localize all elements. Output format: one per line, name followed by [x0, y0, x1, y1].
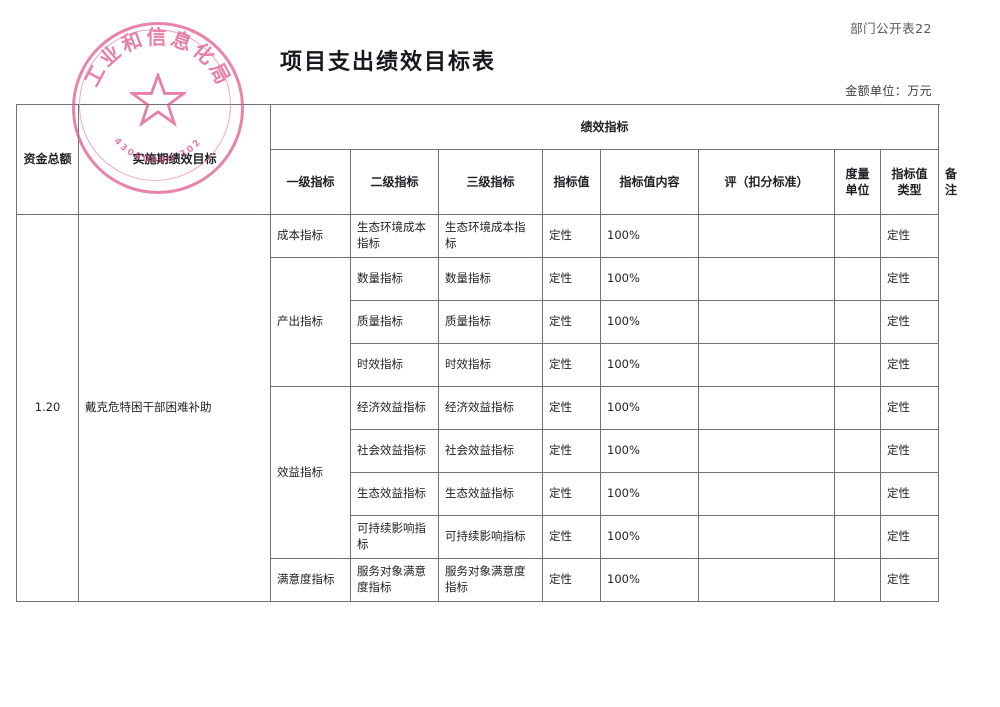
cell-level1: 产出指标	[270, 257, 351, 387]
cell-scoring-standard	[698, 300, 835, 344]
col-performance-group: 绩效指标	[270, 104, 939, 150]
cell-scoring-standard	[698, 214, 835, 258]
cell-target-value-content: 100%	[600, 558, 699, 602]
cell-measure-unit	[834, 472, 881, 516]
cell-level3: 社会效益指标	[438, 429, 543, 473]
cell-level2: 经济效益指标	[350, 386, 439, 430]
svg-text:工业和信息化局: 工业和信息化局	[79, 25, 236, 90]
cell-value-type: 定性	[880, 300, 939, 344]
cell-level3: 数量指标	[438, 257, 543, 301]
cell-target-value: 定性	[542, 429, 601, 473]
cell-scoring-standard	[698, 343, 835, 387]
cell-level1: 成本指标	[270, 214, 351, 258]
cell-measure-unit	[834, 558, 881, 602]
table-row: 社会效益指标 社会效益指标 定性 100% 定性	[17, 429, 939, 473]
table-row: 质量指标 质量指标 定性 100% 定性	[17, 300, 939, 344]
col-period-goal: 实施期绩效目标	[78, 104, 271, 215]
table-row: 产出指标 数量指标 数量指标 定性 100% 定性	[17, 257, 939, 387]
cell-target-value-content: 100%	[600, 300, 699, 344]
cell-target-value: 定性	[542, 386, 601, 430]
cell-scoring-standard	[698, 515, 835, 559]
cell-level3: 可持续影响指标	[438, 515, 543, 559]
cell-scoring-standard	[698, 472, 835, 516]
cell-measure-unit	[834, 300, 881, 344]
cell-level3: 时效指标	[438, 343, 543, 387]
page-title: 项目支出绩效目标表	[280, 50, 497, 75]
table-row: 1.20 戴克危特困干部困难补助 成本指标 生态环境成本指标 生态环境成本指标 定性 100…	[16, 214, 939, 602]
col-level1: 一级指标	[270, 149, 351, 215]
cell-level2: 数量指标	[350, 257, 439, 301]
cell-target-value-content: 100%	[600, 343, 699, 387]
cell-level3: 生态效益指标	[438, 472, 543, 516]
cell-target-value-content: 100%	[600, 386, 699, 430]
cell-measure-unit	[834, 343, 881, 387]
table-row: 生态效益指标 生态效益指标 定性 100% 定性	[17, 472, 939, 516]
cell-level2: 生态环境成本指标	[350, 214, 439, 258]
cell-target-value: 定性	[542, 214, 601, 258]
cell-fund-total: 1.20	[16, 214, 79, 602]
cell-level2: 服务对象满意度指标	[350, 558, 439, 602]
cell-value-type: 定性	[880, 257, 939, 301]
col-level2: 二级指标	[350, 149, 439, 215]
col-value-type: 指标值类型	[880, 149, 939, 215]
cell-level3: 经济效益指标	[438, 386, 543, 430]
cell-value-type: 定性	[880, 429, 939, 473]
cell-target-value: 定性	[542, 257, 601, 301]
cell-level2: 可持续影响指标	[350, 515, 439, 559]
col-level3: 三级指标	[438, 149, 543, 215]
cell-target-value-content: 100%	[600, 429, 699, 473]
cell-level3: 质量指标	[438, 300, 543, 344]
cell-level2: 社会效益指标	[350, 429, 439, 473]
cell-level1: 满意度指标	[270, 558, 351, 602]
table-row: 效益指标 经济效益指标 经济效益指标 定性 100% 定性	[17, 386, 939, 559]
cell-value-type: 定性	[880, 214, 939, 258]
performance-goal-table-wrap: 资金总额 实施期绩效目标 绩效指标 一级指标 二级指标 三级指标 指标值 指标值…	[16, 104, 957, 602]
table-head: 资金总额 实施期绩效目标 绩效指标 一级指标 二级指标 三级指标 指标值 指标值…	[16, 104, 957, 215]
col-scoring-standard: 评（扣分标准）	[698, 149, 835, 215]
cell-scoring-standard	[698, 257, 835, 301]
cell-target-value: 定性	[542, 472, 601, 516]
header-row-group: 资金总额 实施期绩效目标 绩效指标	[16, 104, 939, 215]
cell-measure-unit	[834, 429, 881, 473]
amount-unit-note: 金额单位：万元	[845, 84, 932, 98]
cell-scoring-standard	[698, 429, 835, 473]
cell-measure-unit	[834, 386, 881, 430]
cell-measure-unit	[834, 214, 881, 258]
seal-org-text: 工业和信息化局	[79, 25, 233, 90]
cell-target-value: 定性	[542, 515, 601, 559]
table-row: 满意度指标 服务对象满意度指标 服务对象满意度指标 定性 100% 定性	[17, 558, 939, 602]
performance-goal-table: 资金总额 实施期绩效目标 绩效指标 一级指标 二级指标 三级指标 指标值 指标值…	[16, 104, 957, 602]
cell-value-type: 定性	[880, 558, 939, 602]
page-tag: 部门公开表22	[850, 21, 932, 36]
cell-period-goal: 戴克危特困干部困难补助	[78, 214, 271, 602]
col-measure-unit: 度量单位	[834, 149, 881, 215]
cell-target-value-content: 100%	[600, 257, 699, 301]
cell-target-value: 定性	[542, 300, 601, 344]
cell-level2: 时效指标	[350, 343, 439, 387]
col-fund-total: 资金总额	[16, 104, 79, 215]
cell-value-type: 定性	[880, 515, 939, 559]
cell-target-value-content: 100%	[600, 515, 699, 559]
header-row-sub: 一级指标 二级指标 三级指标 指标值 指标值内容 评（扣分标准） 度量单位 指标…	[17, 149, 957, 215]
cell-target-value-content: 100%	[600, 472, 699, 516]
cell-value-type: 定性	[880, 343, 939, 387]
cell-scoring-standard	[698, 558, 835, 602]
table-row: 可持续影响指标 可持续影响指标 定性 100% 定性	[17, 515, 939, 559]
col-target-value-content: 指标值内容	[600, 149, 699, 215]
cell-level2: 质量指标	[350, 300, 439, 344]
col-target-value: 指标值	[542, 149, 601, 215]
cell-level3: 生态环境成本指标	[438, 214, 543, 258]
cell-measure-unit	[834, 257, 881, 301]
table-body: 1.20 戴克危特困干部困难补助 成本指标 生态环境成本指标 生态环境成本指标 定性 100…	[16, 214, 939, 602]
cell-target-value-content: 100%	[600, 214, 699, 258]
cell-measure-unit	[834, 515, 881, 559]
cell-level1: 效益指标	[270, 386, 351, 559]
cell-value-type: 定性	[880, 472, 939, 516]
cell-level2: 生态效益指标	[350, 472, 439, 516]
cell-scoring-standard	[698, 386, 835, 430]
cell-level3: 服务对象满意度指标	[438, 558, 543, 602]
cell-target-value: 定性	[542, 343, 601, 387]
cell-target-value: 定性	[542, 558, 601, 602]
cell-value-type: 定性	[880, 386, 939, 430]
